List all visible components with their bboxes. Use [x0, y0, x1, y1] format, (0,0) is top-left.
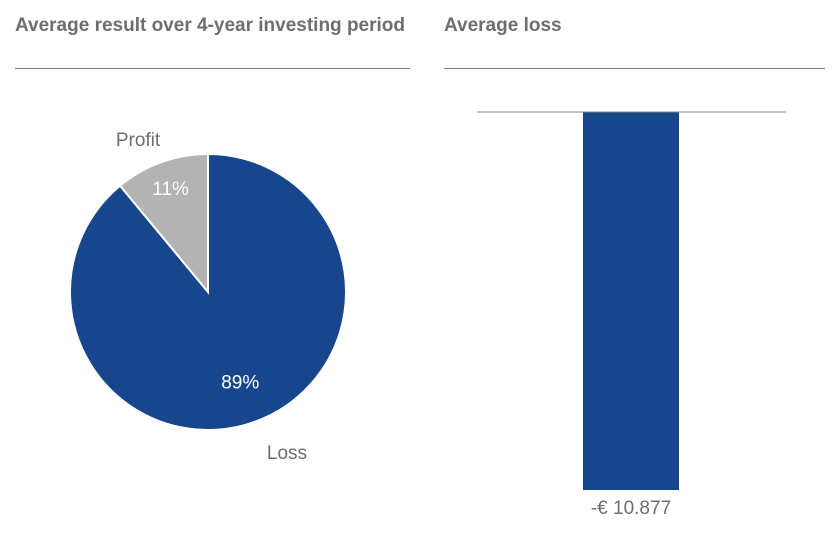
- pie-title-rule: [15, 68, 410, 69]
- bar-data-label: -€ 10.877: [591, 498, 671, 519]
- pie-category-label-loss: Loss: [267, 443, 307, 464]
- bar-title-rule: [444, 68, 825, 69]
- pie-slice-profit: [118, 152, 209, 295]
- pie-chart-title: Average result over 4-year investing per…: [15, 15, 406, 36]
- bar-chart-title: Average loss: [444, 15, 562, 36]
- pie-data-label-loss: 89%: [221, 373, 259, 394]
- bar-average-loss: [583, 112, 679, 490]
- pie-data-label-profit: 11%: [152, 179, 189, 200]
- pie-category-label-profit: Profit: [116, 130, 161, 151]
